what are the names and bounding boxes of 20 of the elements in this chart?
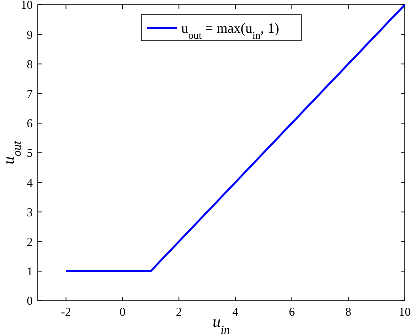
x-tick-label: 6 bbox=[289, 305, 296, 319]
y-tick-label: 8 bbox=[27, 57, 33, 72]
y-tick-label: 2 bbox=[27, 235, 33, 249]
y-tick-label: 7 bbox=[27, 87, 33, 101]
x-tick-label: -2 bbox=[61, 305, 72, 319]
y-tick-label: 3 bbox=[27, 205, 33, 220]
x-tick-label: 4 bbox=[232, 305, 239, 319]
y-tick-label: 1 bbox=[27, 264, 33, 279]
y-tick-label: 4 bbox=[27, 176, 33, 190]
y-tick-label: 9 bbox=[27, 28, 33, 42]
legend-label: u$_{out}$ = max(u$_{in}$, 1) bbox=[182, 22, 280, 42]
y-tick-label: 5 bbox=[27, 146, 33, 160]
y-tick-label: 10 bbox=[21, 0, 33, 12]
x-tick-label: 2 bbox=[176, 305, 182, 319]
x-tick-label: 10 bbox=[399, 305, 411, 319]
y-tick-label: 0 bbox=[27, 294, 33, 308]
x-axis-title: u$_{in}$ bbox=[212, 314, 230, 335]
x-tick-label: 8 bbox=[346, 305, 352, 319]
x-tick-label: 0 bbox=[120, 305, 126, 319]
y-tick-label: 6 bbox=[27, 116, 33, 131]
